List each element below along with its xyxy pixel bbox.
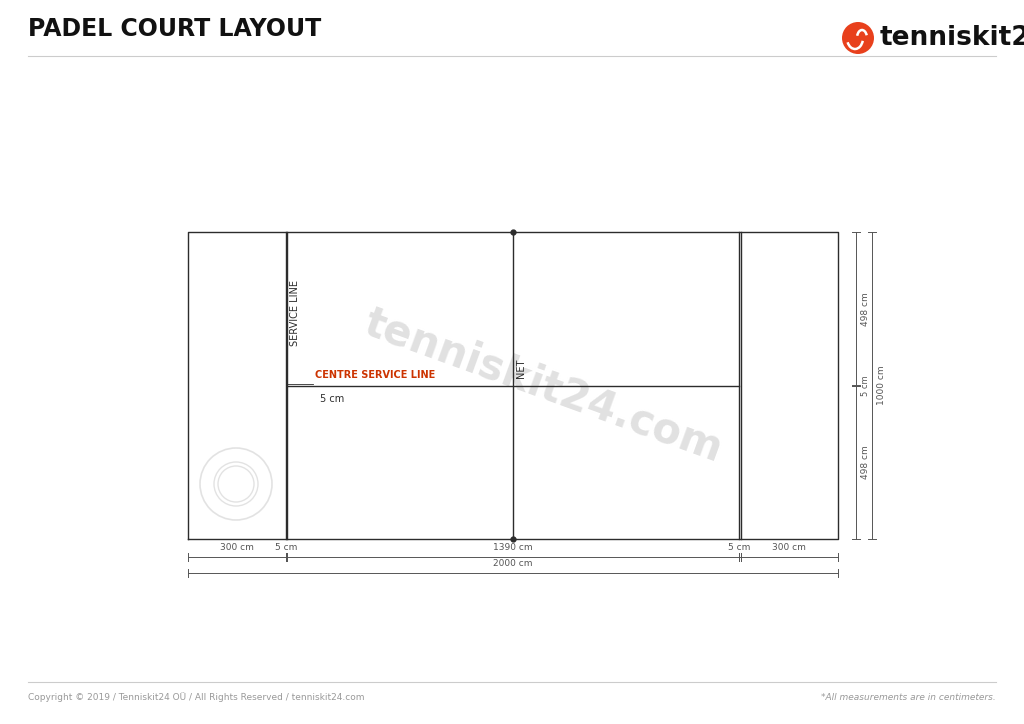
Text: NET: NET [516, 358, 526, 377]
Text: *All measurements are in centimeters.: *All measurements are in centimeters. [821, 692, 996, 702]
Text: CENTRE SERVICE LINE: CENTRE SERVICE LINE [314, 371, 435, 381]
Text: 1000 cm: 1000 cm [877, 366, 886, 405]
Text: tenniskit24.com: tenniskit24.com [358, 301, 728, 470]
Text: 498 cm: 498 cm [861, 445, 870, 479]
Text: 498 cm: 498 cm [861, 292, 870, 326]
Bar [188, 232, 838, 539]
Circle shape [842, 22, 874, 54]
Text: 300 cm: 300 cm [220, 543, 254, 552]
Text: SERVICE LINE: SERVICE LINE [290, 279, 300, 345]
Text: Copyright © 2019 / Tenniskit24 OÜ / All Rights Reserved / tenniskit24.com: Copyright © 2019 / Tenniskit24 OÜ / All … [28, 692, 365, 702]
Text: 5 cm: 5 cm [728, 543, 751, 552]
Text: 5 cm: 5 cm [319, 394, 344, 403]
Text: 1390 cm: 1390 cm [494, 543, 532, 552]
Text: 5 cm: 5 cm [275, 543, 298, 552]
Text: 2000 cm: 2000 cm [494, 559, 532, 568]
Text: 5 cm: 5 cm [861, 375, 870, 396]
Text: tenniskit24: tenniskit24 [880, 25, 1024, 51]
Text: PADEL COURT LAYOUT: PADEL COURT LAYOUT [28, 17, 322, 41]
Text: 300 cm: 300 cm [772, 543, 806, 552]
